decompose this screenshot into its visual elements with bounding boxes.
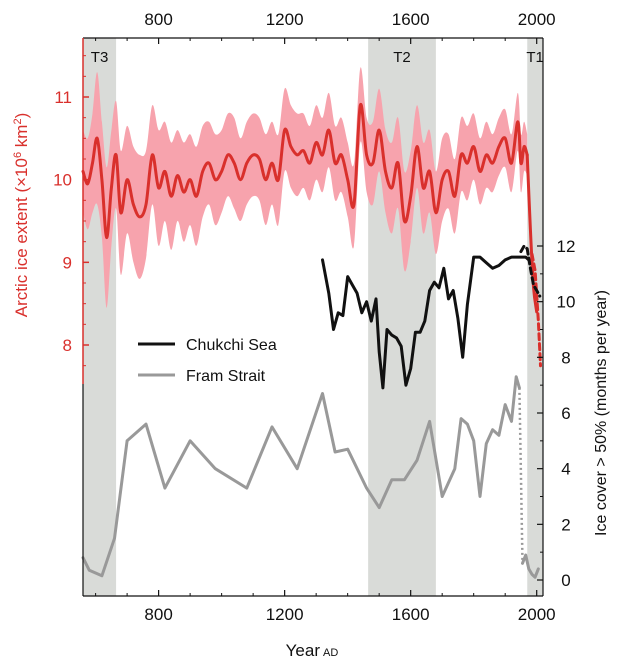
left-axis-label-part: km: [12, 125, 31, 152]
plot-frame: [83, 37, 543, 597]
top-x-tick-label: 1200: [266, 10, 304, 29]
series-line-fram-strait-observed: [521, 553, 540, 579]
top-x-tick-label: 800: [144, 10, 172, 29]
legend-label: Chukchi Sea: [186, 337, 277, 354]
ice-extent-band: [83, 67, 528, 308]
right-y-tick-label: 8: [561, 348, 570, 367]
top-x-tick-label: 1600: [392, 10, 430, 29]
left-axis-label: Arctic ice extent (×106 km2): [12, 113, 31, 318]
top-x-tick-label: 2000: [518, 10, 556, 29]
left-axis-label-sup: 2: [12, 118, 24, 124]
bottom-x-tick-label: 1200: [266, 605, 304, 624]
left-axis-label-part: Arctic ice extent (×10: [12, 158, 31, 317]
series-line-chukchi-sea-observed: [519, 244, 542, 298]
right-axis-label: Ice cover > 50% (months per year): [593, 290, 610, 536]
bottom-x-tick-label: 2000: [518, 605, 556, 624]
series-line-fram-strait-transition: [518, 387, 524, 564]
series-line-fram-strait: [81, 375, 521, 578]
right-y-tick-label: 0: [561, 571, 570, 590]
legend-label: Fram Strait: [186, 368, 266, 385]
shaded-period-label: T3: [91, 49, 109, 66]
x-axis-label: Year: [286, 641, 321, 660]
series-lines: [81, 102, 542, 579]
right-y-tick-label: 6: [561, 404, 570, 423]
series-line-chukchi-sea: [321, 255, 531, 390]
left-y-tick-label: 10: [53, 171, 72, 190]
left-y-tick-label: 9: [63, 253, 72, 272]
legend: Chukchi Sea Fram Strait: [138, 337, 277, 385]
right-y-tick-label: 10: [557, 293, 576, 312]
x-axis-label-suffix: AD: [323, 647, 338, 659]
shaded-period-label: T1: [526, 49, 544, 66]
right-y-tick-label: 2: [561, 515, 570, 534]
shaded-period-label: T2: [393, 49, 411, 66]
ice-extent-uncertainty-band: [83, 67, 528, 308]
series-line-arctic-ice-extent: [81, 102, 529, 240]
left-y-tick-label: 11: [54, 88, 72, 107]
left-axis-label-part: ): [12, 113, 31, 119]
left-axis-label-sup: 6: [12, 152, 24, 158]
shaded-period-t1: [527, 38, 543, 596]
left-y-tick-label: 8: [63, 336, 72, 355]
series-line-arctic-ice-extent-observed: [530, 252, 542, 368]
right-y-tick-label: 12: [557, 237, 576, 256]
axes: 800 800 1200 1200 1600 1600 2000 2000 8 9 10 11 0 2 4 6…: [53, 10, 575, 624]
bottom-x-tick-label: 800: [144, 605, 172, 624]
bottom-x-tick-label: 1600: [392, 605, 430, 624]
right-y-tick-label: 4: [561, 460, 570, 479]
